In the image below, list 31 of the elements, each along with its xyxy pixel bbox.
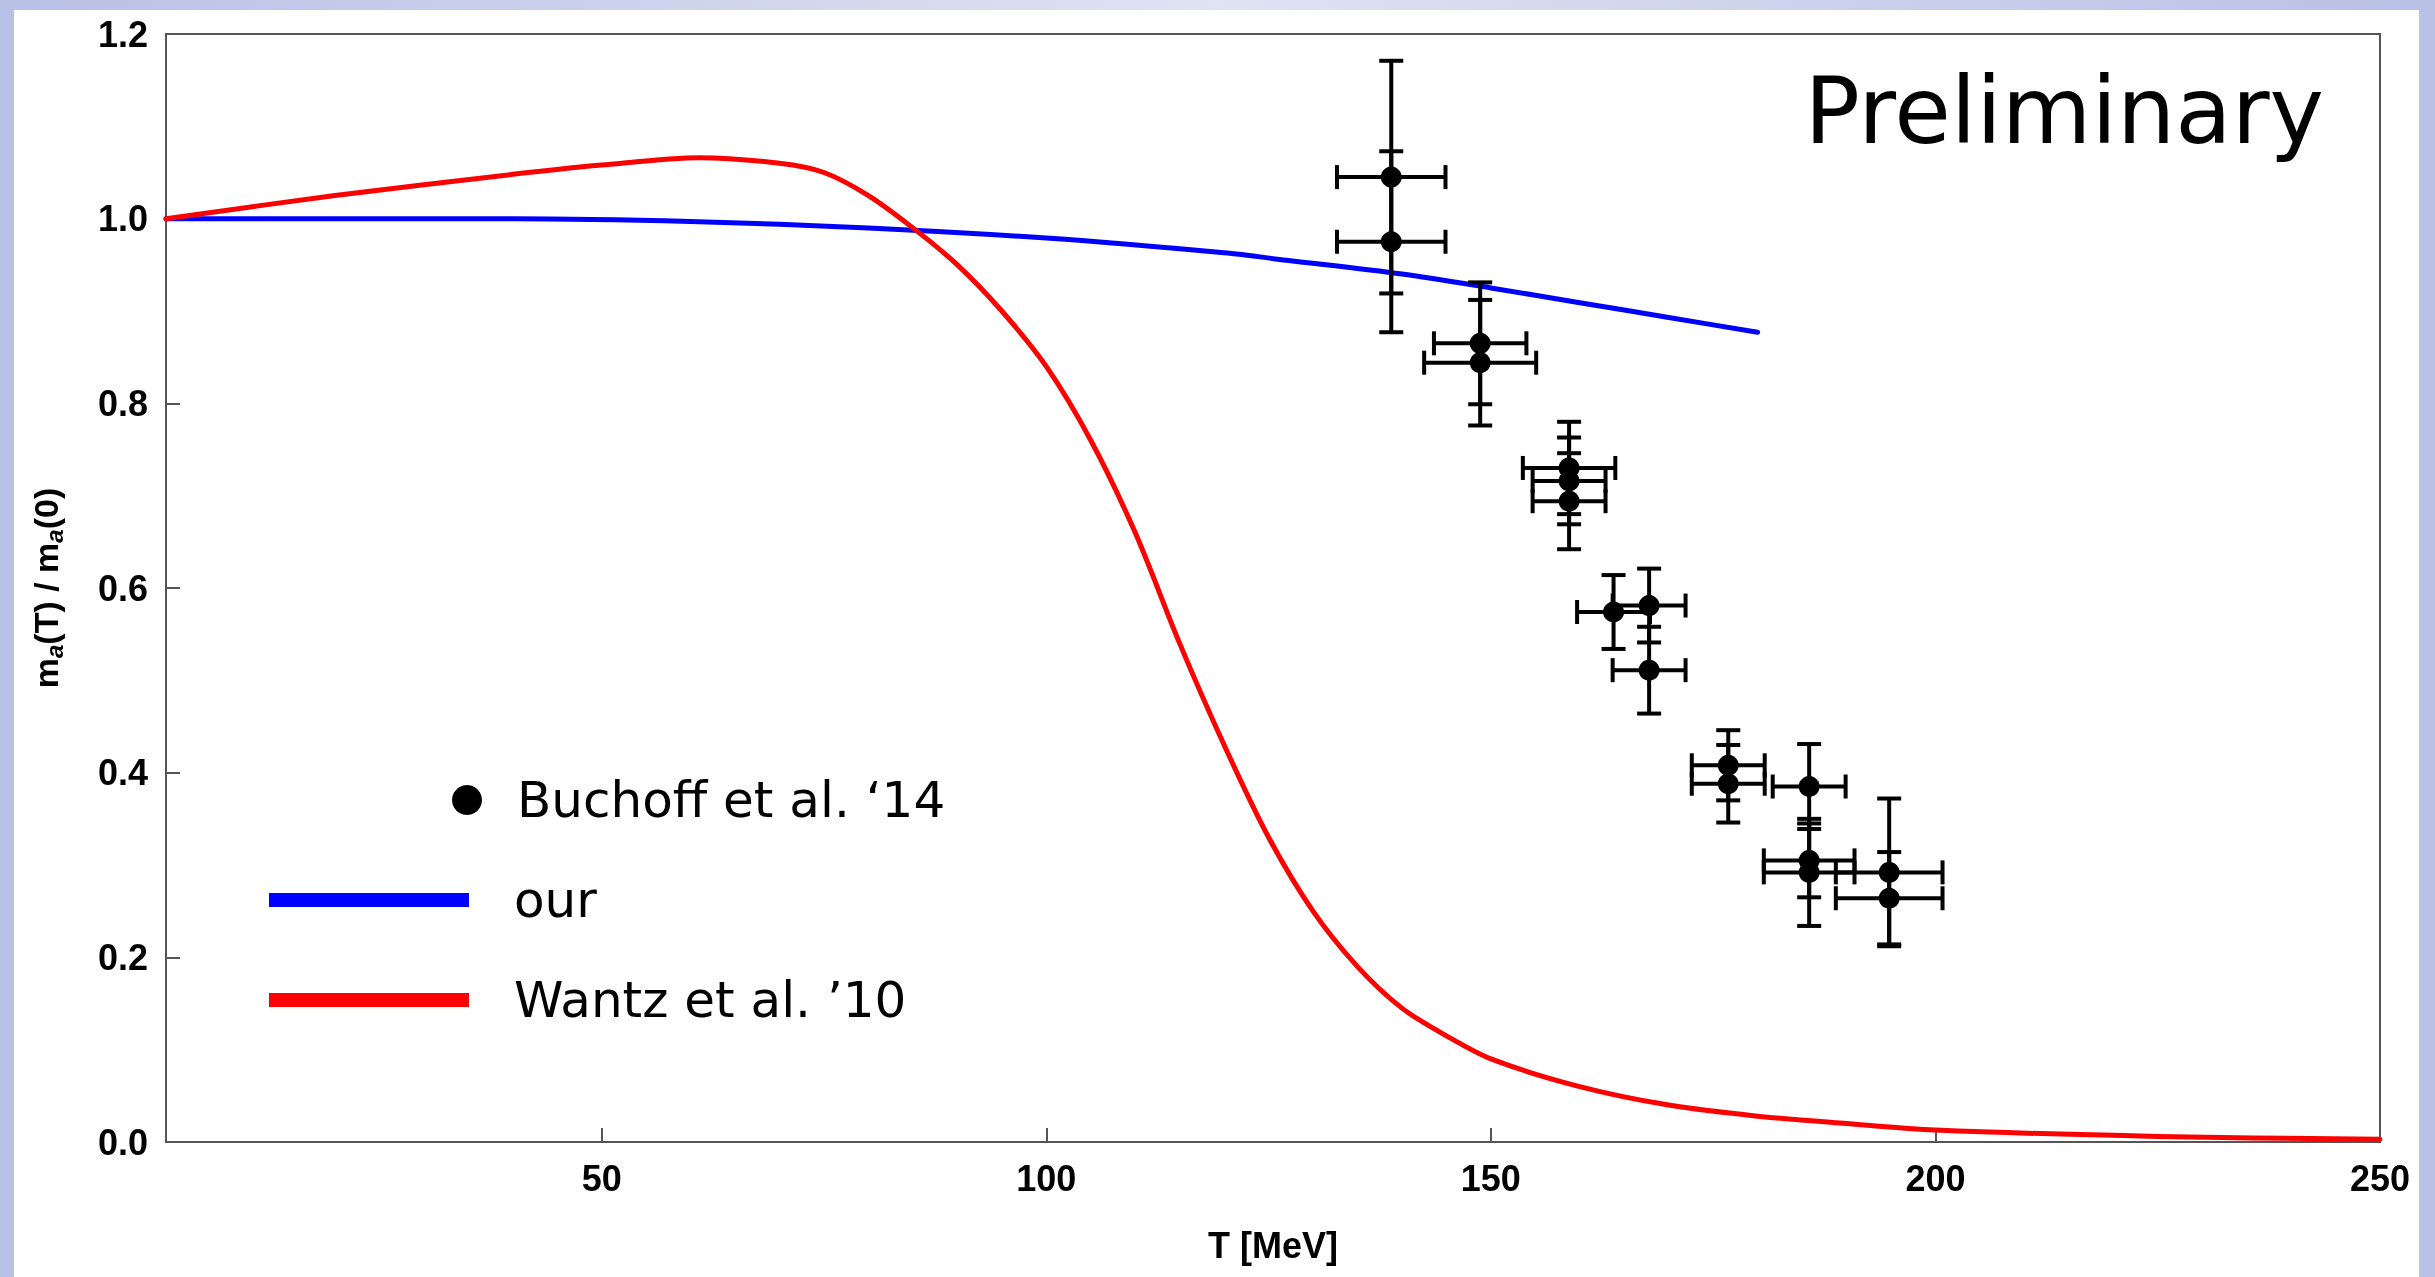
y-tick-label: 0.0 <box>97 1121 148 1163</box>
x-tick-label: 50 <box>581 1157 622 1199</box>
y-tick-label: 1.2 <box>97 13 148 55</box>
x-tick-label: 100 <box>1016 1157 1077 1199</box>
point <box>1798 776 1820 798</box>
y-tick-label: 0.4 <box>97 752 148 794</box>
x-tick-label: 150 <box>1460 1157 1521 1199</box>
x-axis-title: T [MeV] <box>1208 1224 1338 1266</box>
point <box>1603 601 1625 623</box>
legend-label: our <box>514 871 598 929</box>
point <box>1638 595 1660 617</box>
x-tick-label: 200 <box>1905 1157 1966 1199</box>
point <box>1469 332 1491 354</box>
point <box>1878 887 1900 909</box>
point <box>1638 659 1660 681</box>
y-tick-label: 0.2 <box>97 936 148 978</box>
point <box>1717 773 1739 795</box>
point <box>1380 166 1402 188</box>
point <box>1380 231 1402 253</box>
x-tick-label: 250 <box>2349 1157 2411 1199</box>
y-axis-title: ma(T) / ma(0) <box>27 487 68 689</box>
y-tick-label: 0.8 <box>97 382 148 424</box>
legend-label: Buchoff et al. ‘14 <box>517 771 946 829</box>
point <box>1878 861 1900 883</box>
annotation: Preliminary <box>1804 57 2325 165</box>
point <box>1558 490 1580 512</box>
point <box>1469 352 1491 374</box>
point <box>1717 754 1739 776</box>
y-tick-label: 0.6 <box>97 567 148 609</box>
legend-label: Wantz et al. ’10 <box>514 971 907 1029</box>
y-tick-label: 1.0 <box>97 198 148 240</box>
